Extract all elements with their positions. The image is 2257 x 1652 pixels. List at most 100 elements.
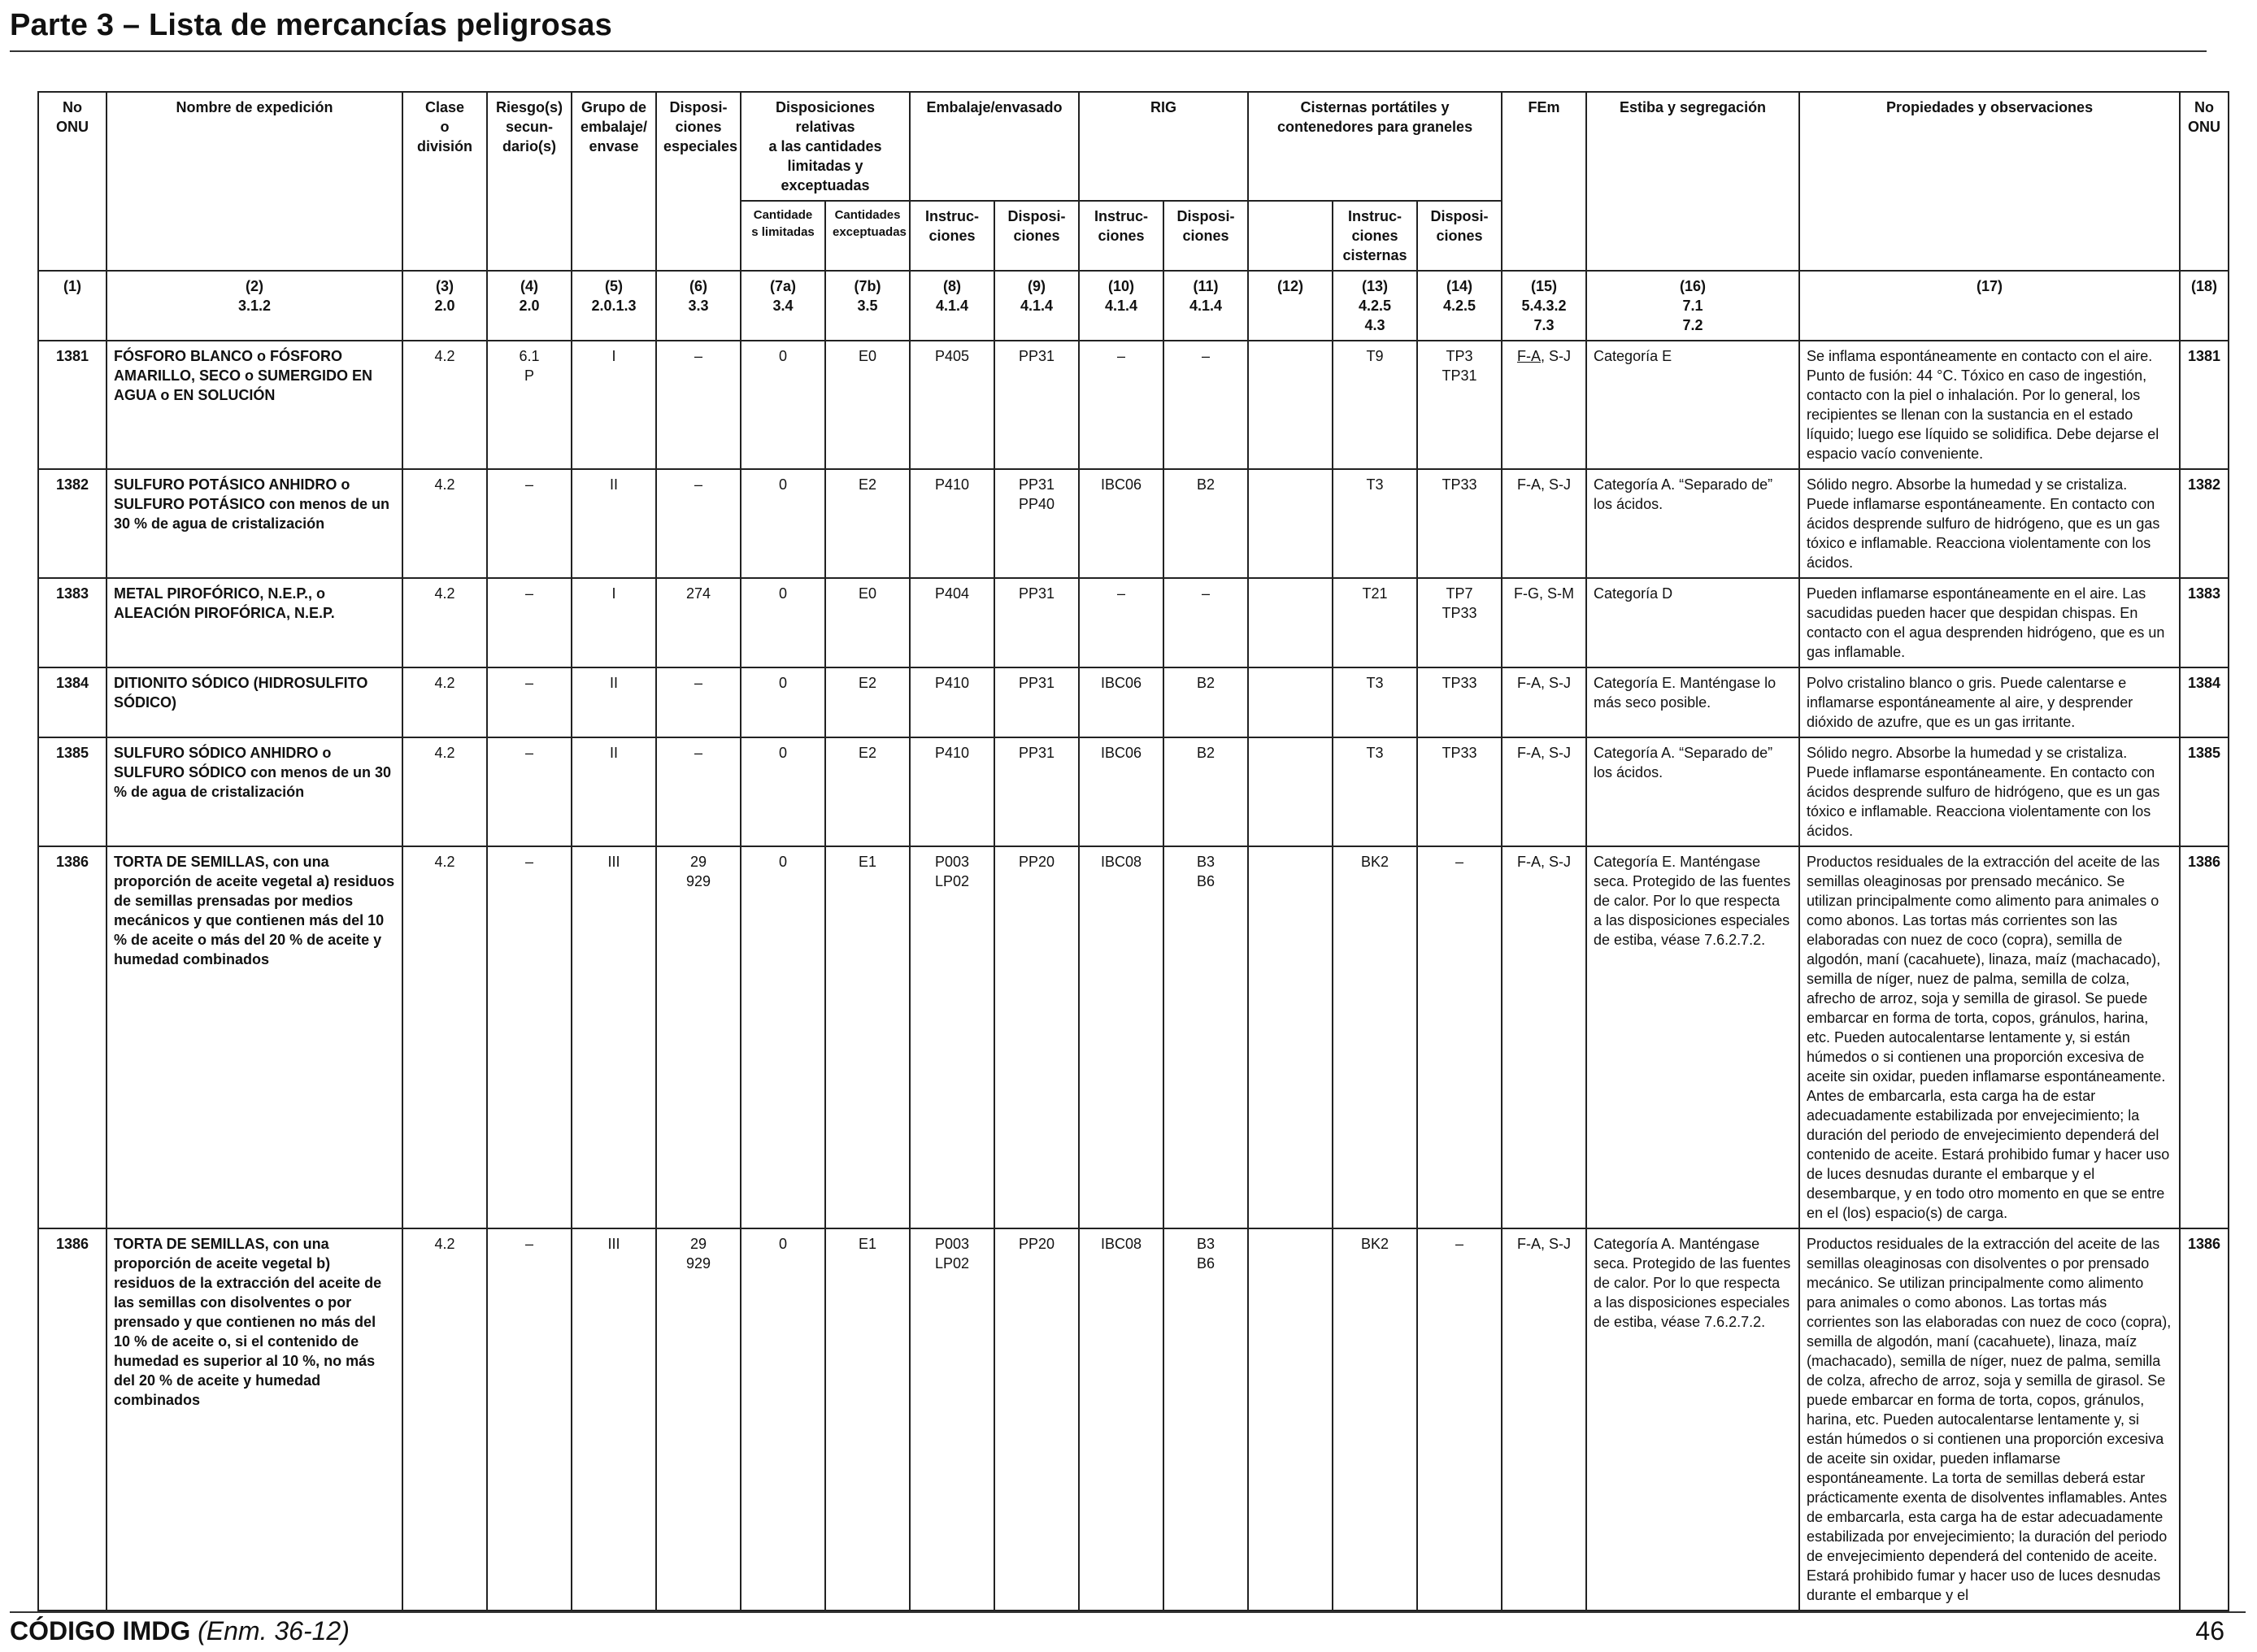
col12-cell: [1247, 737, 1334, 847]
ems-cell: F-G, S-M: [1501, 577, 1588, 668]
column-ref-11: (10) 4.1.4: [1078, 270, 1165, 341]
class-cell: 4.2: [402, 667, 488, 738]
packing-provisions-cell: PP20: [994, 1228, 1081, 1611]
limited-quantities-cell: 0: [740, 577, 826, 668]
column-ref-7: (7a) 3.4: [740, 270, 826, 341]
packing-group-cell: III: [571, 846, 657, 1229]
tank-provisions-cell: TP7 TP33: [1416, 577, 1503, 668]
class-cell: 4.2: [402, 340, 488, 470]
subsidiary-risk-cell: –: [486, 577, 572, 668]
ems-cell: F-A, S-J: [1501, 667, 1588, 738]
tank-provisions-cell: TP33: [1416, 737, 1503, 847]
column-ref-8: (7b) 3.5: [824, 270, 911, 341]
footer-page-number: 46: [2195, 1616, 2224, 1645]
header-onu-right: No ONU: [2179, 91, 2230, 272]
subheader-embalaje-instrucciones: Instruc-ciones: [909, 200, 996, 272]
ibc-instructions-cell: –: [1078, 577, 1165, 668]
subheader-rig-disposiciones: Disposi-ciones: [1163, 200, 1250, 272]
packing-provisions-cell: PP31: [994, 577, 1081, 668]
un-number-cell: 1384: [37, 667, 107, 738]
header-disp-especiales: Disposi-ciones especiales: [655, 91, 741, 272]
ems-cell: F-A, S-J: [1501, 737, 1588, 847]
tank-provisions-cell: –: [1416, 1228, 1503, 1611]
col12-cell: [1247, 846, 1334, 1229]
header-nombre: Nombre de expedición: [106, 91, 403, 272]
packing-group-cell: II: [571, 667, 657, 738]
footer-code-name: CÓDIGO IMDG: [10, 1616, 191, 1645]
tank-instructions-cell: T9: [1332, 340, 1419, 470]
footer-code: CÓDIGO IMDG (Enm. 36-12): [10, 1616, 350, 1646]
table-row: 1382 SULFURO POTÁSICO ANHIDRO o SULFURO P…: [37, 468, 2230, 579]
shipping-name-cell: SULFURO SÓDICO ANHIDRO o SULFURO SÓDICO …: [106, 737, 403, 847]
special-provisions-cell: –: [655, 667, 741, 738]
excepted-quantities-cell: E2: [824, 468, 911, 579]
ibc-provisions-cell: –: [1163, 340, 1250, 470]
ems-cell: F-A, S-J: [1501, 468, 1588, 579]
packing-provisions-cell: PP31: [994, 667, 1081, 738]
subheader-cisternas-disposiciones: Disposi-ciones: [1416, 200, 1503, 272]
subheader-cantidades-limitadas: Cantidade s limitadas: [740, 200, 826, 272]
excepted-quantities-cell: E0: [824, 577, 911, 668]
title-divider: [10, 50, 2207, 52]
column-ref-14: (13) 4.2.5 4.3: [1332, 270, 1419, 341]
ibc-provisions-cell: B3 B6: [1163, 1228, 1250, 1611]
limited-quantities-cell: 0: [740, 468, 826, 579]
ibc-instructions-cell: IBC06: [1078, 737, 1165, 847]
limited-quantities-cell: 0: [740, 667, 826, 738]
packing-group-cell: I: [571, 340, 657, 470]
class-cell: 4.2: [402, 577, 488, 668]
column-ref-5: (5) 2.0.1.3: [571, 270, 657, 341]
col12-cell: [1247, 1228, 1334, 1611]
header-riesgo: Riesgo(s) secun-dario(s): [486, 91, 572, 272]
header-grupo: Grupo de embalaje/envase: [571, 91, 657, 272]
un-number-cell: 1383: [37, 577, 107, 668]
properties-cell: Sólido negro. Absorbe la humedad y se cr…: [1798, 468, 2181, 579]
excepted-quantities-cell: E2: [824, 737, 911, 847]
packing-instructions-cell: P410: [909, 468, 996, 579]
tank-instructions-cell: T21: [1332, 577, 1419, 668]
un-number-cell: 1385: [37, 737, 107, 847]
table-body: 1381 FÓSFORO BLANCO o FÓSFORO AMARILLO, S…: [37, 340, 2230, 1611]
ibc-instructions-cell: IBC06: [1078, 667, 1165, 738]
stowage-cell: Categoría A. Manténgase seca. Protegido …: [1585, 1228, 1801, 1611]
un-number-right-cell: 1386: [2179, 1228, 2230, 1611]
tank-provisions-cell: TP3 TP31: [1416, 340, 1503, 470]
un-number-right-cell: 1383: [2179, 577, 2230, 668]
un-number-cell: 1386: [37, 846, 107, 1229]
stowage-cell: Categoría D: [1585, 577, 1801, 668]
ibc-provisions-cell: B2: [1163, 468, 1250, 579]
subheader-embalaje-disposiciones: Disposi-ciones: [994, 200, 1081, 272]
un-number-right-cell: 1386: [2179, 846, 2230, 1229]
shipping-name-cell: TORTA DE SEMILLAS, con una proporción de…: [106, 1228, 403, 1611]
header-embalaje: Embalaje/envasado: [909, 91, 1081, 202]
column-ref-4: (4) 2.0: [486, 270, 572, 341]
column-ref-17: (16) 7.1 7.2: [1585, 270, 1801, 341]
un-number-cell: 1381: [37, 340, 107, 470]
limited-quantities-cell: 0: [740, 340, 826, 470]
ibc-instructions-cell: IBC08: [1078, 1228, 1165, 1611]
limited-quantities-cell: 0: [740, 1228, 826, 1611]
table-row: 1386 TORTA DE SEMILLAS, con una proporció…: [37, 846, 2230, 1229]
ems-cell: F-A, S-J: [1501, 340, 1588, 470]
class-cell: 4.2: [402, 1228, 488, 1611]
packing-provisions-cell: PP31 PP40: [994, 468, 1081, 579]
packing-instructions-cell: P003 LP02: [909, 1228, 996, 1611]
un-number-cell: 1386: [37, 1228, 107, 1611]
shipping-name-cell: FÓSFORO BLANCO o FÓSFORO AMARILLO, SECO …: [106, 340, 403, 470]
subheader-col12: [1247, 200, 1334, 272]
un-number-cell: 1382: [37, 468, 107, 579]
col12-cell: [1247, 340, 1334, 470]
properties-cell: Se inflama espontáneamente en contacto c…: [1798, 340, 2181, 470]
tank-instructions-cell: T3: [1332, 667, 1419, 738]
packing-instructions-cell: P003 LP02: [909, 846, 996, 1229]
limited-quantities-cell: 0: [740, 737, 826, 847]
class-cell: 4.2: [402, 468, 488, 579]
table-row: 1385 SULFURO SÓDICO ANHIDRO o SULFURO SÓD…: [37, 737, 2230, 847]
packing-group-cell: I: [571, 577, 657, 668]
ems-cell: F-A, S-J: [1501, 1228, 1588, 1611]
column-ref-15: (14) 4.2.5: [1416, 270, 1503, 341]
header-clase: Clase o división: [402, 91, 488, 272]
excepted-quantities-cell: E1: [824, 846, 911, 1229]
tank-instructions-cell: BK2: [1332, 1228, 1419, 1611]
subsidiary-risk-cell: –: [486, 667, 572, 738]
